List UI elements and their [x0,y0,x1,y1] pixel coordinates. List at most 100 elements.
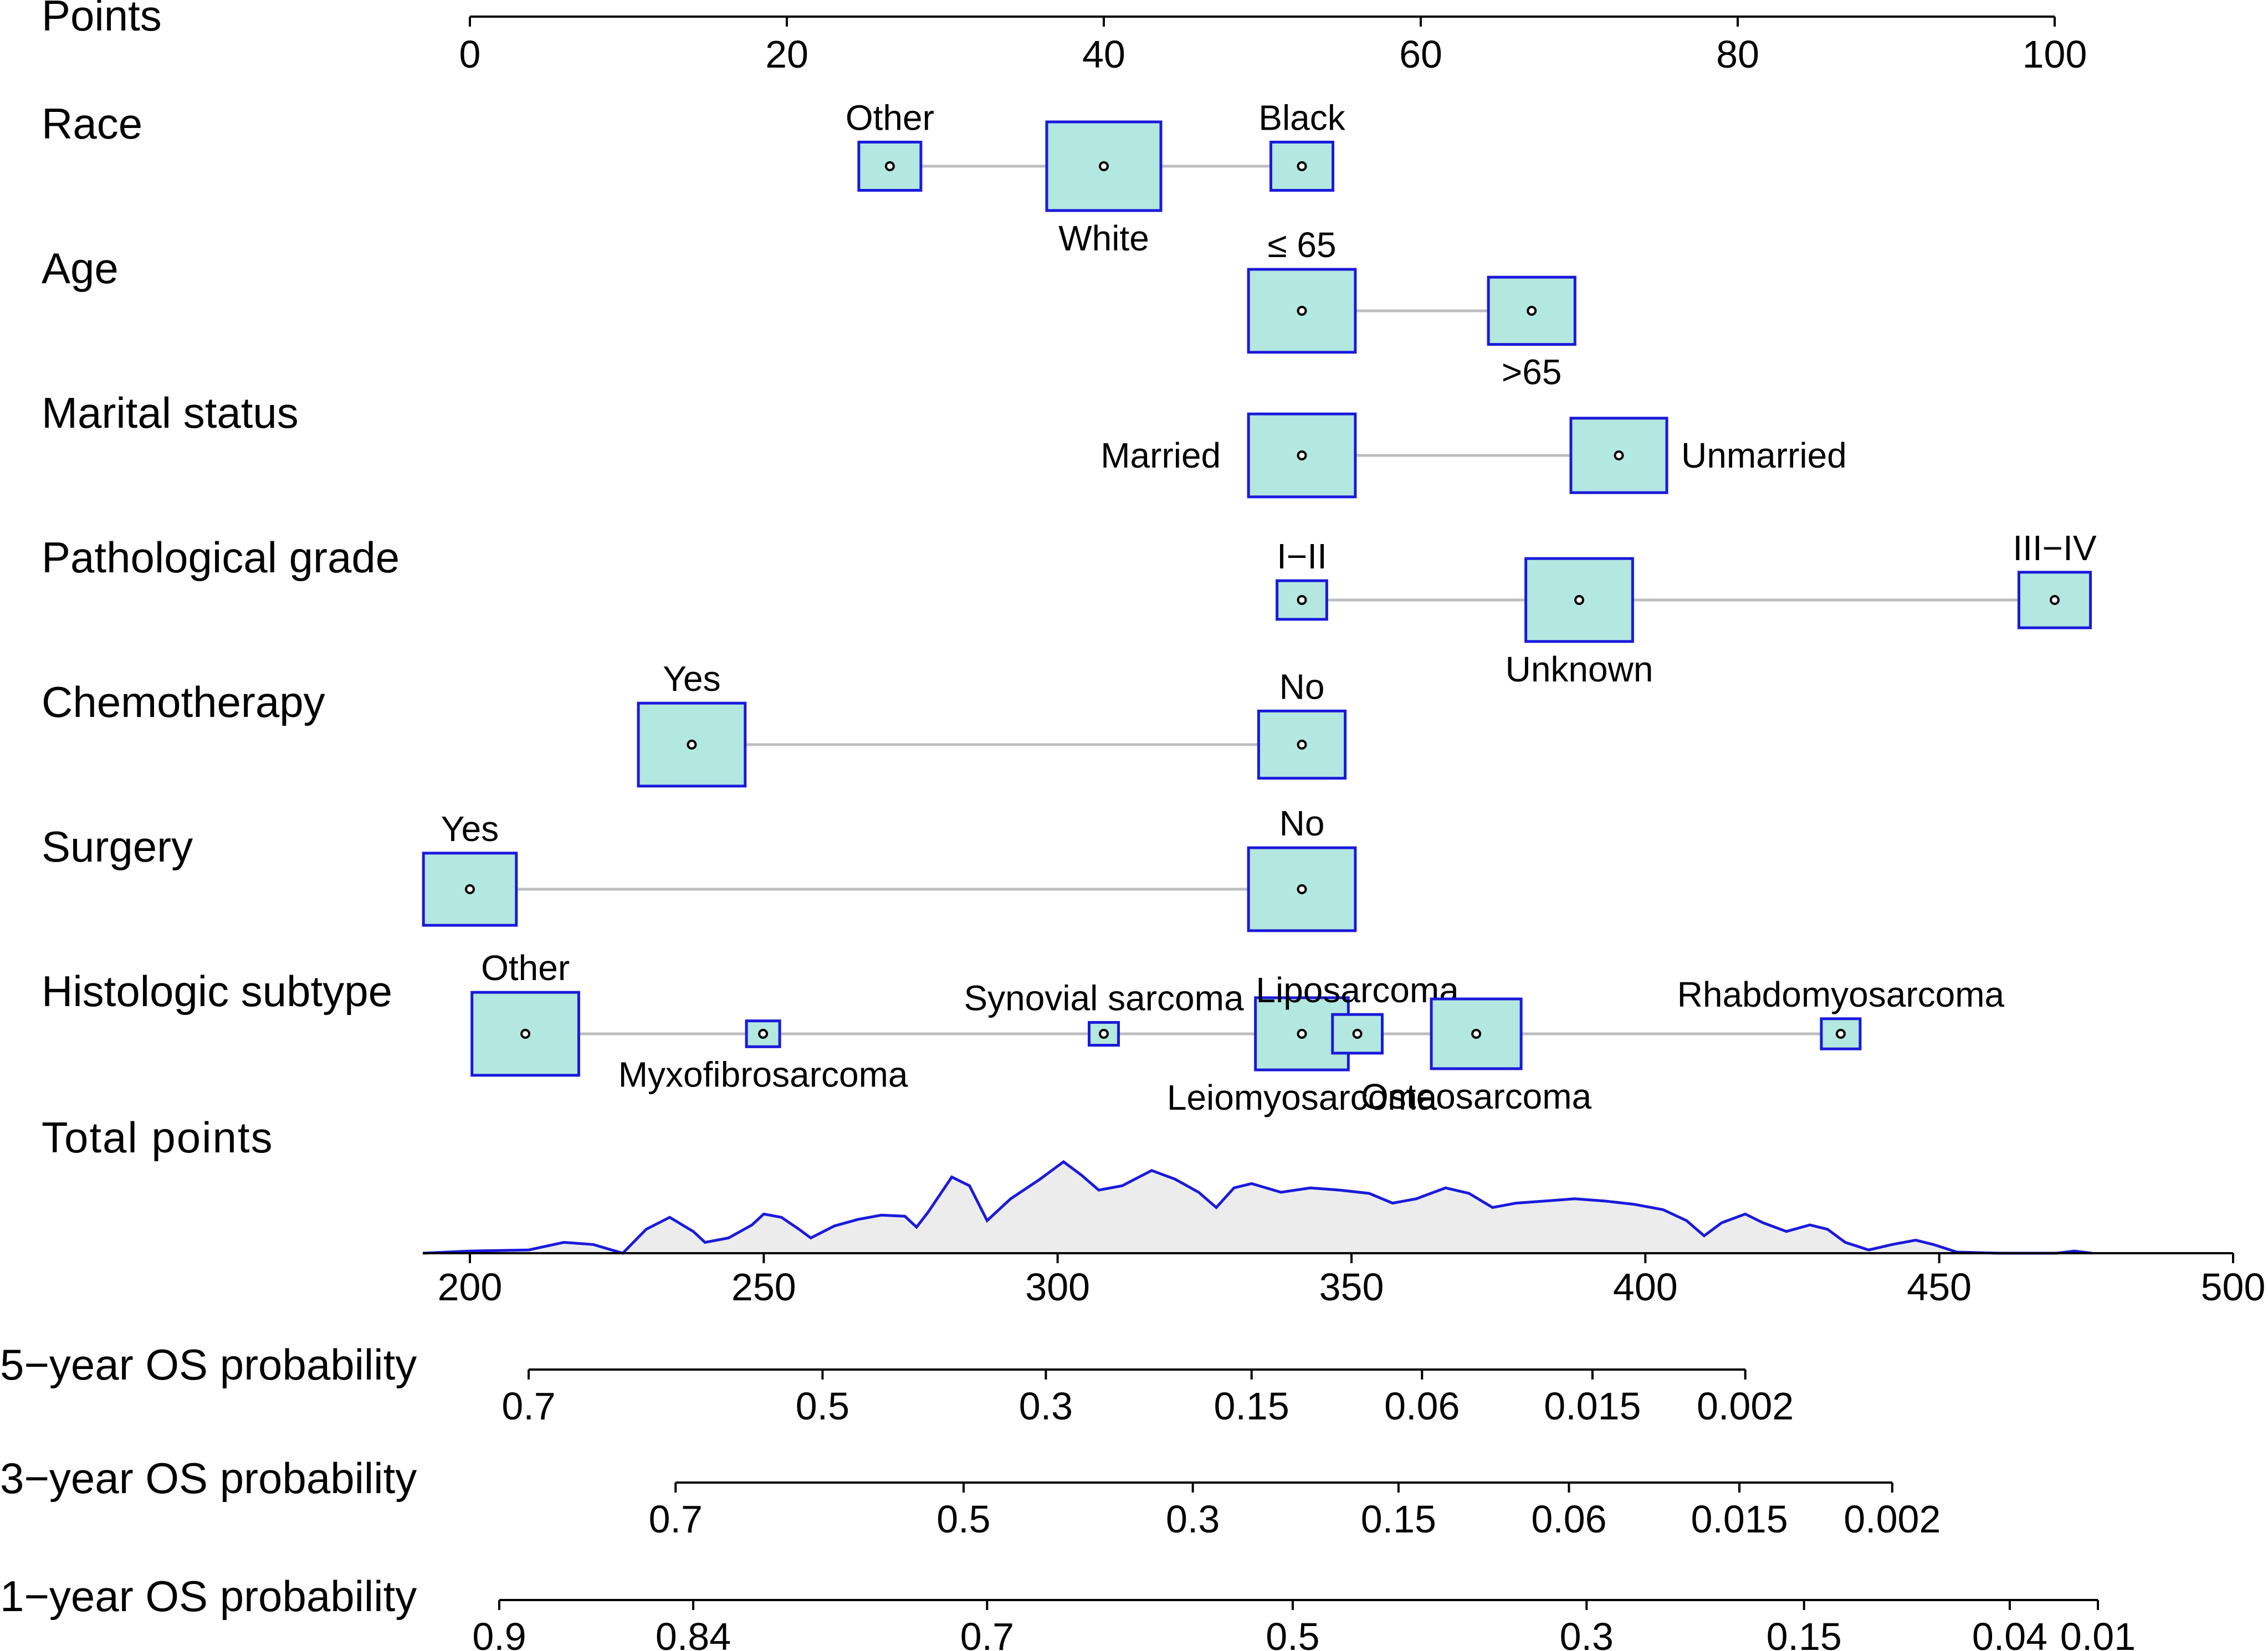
level-label-histologic-subtype-leiomyosarcoma: Leiomyosarcoma [1167,1078,1437,1117]
point-race-white [1099,161,1109,171]
row-age: Age ≤ 65 >65 [42,225,1576,392]
level-label-race-black: Black [1258,98,1346,137]
level-label-age-65: >65 [1502,352,1562,392]
prob-2-tick-label-2: 0.3 [1166,1498,1220,1541]
row-race: Race Other White Black [42,98,1346,258]
prob-3-tick-label-0: 0.9 [472,1615,526,1651]
point-race-black [1297,161,1307,171]
level-label-histologic-subtype-myxofibrosarcoma: Myxofibrosarcoma [618,1054,908,1094]
prob-1-label: 5−year OS probability [0,1340,417,1389]
prob-2-tick-label-0: 0.7 [649,1498,703,1541]
points-tick-label-100: 100 [2023,33,2087,76]
total-tick-label-200: 200 [438,1265,503,1309]
level-label-chemotherapy-no: No [1279,666,1325,706]
prob-1-tick-label-6: 0.002 [1697,1385,1794,1428]
level-label-race-white: White [1058,218,1149,258]
points-tick-label-20: 20 [765,33,808,76]
level-label-marital-status-unmarried: Unmarried [1681,435,1847,475]
prob-1-tick-label-2: 0.3 [1019,1385,1073,1428]
total-tick-label-500: 500 [2201,1265,2266,1309]
total-tick-label-300: 300 [1025,1265,1090,1309]
prob-3-axis-group: 1−year OS probability 0.9 0.84 0.7 0.5 0.3 0.1… [0,1572,2136,1651]
point-histologic-subtype-liposarcoma [1352,1029,1363,1039]
prob-2-tick-label-4: 0.06 [1531,1498,1606,1541]
row-label-surgery: Surgery [42,822,193,871]
point-pathological-grade-unknown [1574,595,1584,605]
points-tick-label-60: 60 [1399,33,1442,76]
total-tick-label-250: 250 [731,1265,796,1309]
prob-3-tick-label-2: 0.7 [960,1615,1014,1651]
row-label-race: Race [42,99,142,148]
prob-3-label: 1−year OS probability [0,1572,417,1621]
point-histologic-subtype-osteosarcoma [1471,1029,1482,1039]
point-histologic-subtype-other [520,1029,531,1039]
row-chemotherapy: Chemotherapy Yes No [42,659,1347,788]
point-race-other [884,161,895,171]
prob-2-tick-label-6: 0.002 [1844,1498,1941,1541]
prob-2-tick-label-5: 0.015 [1691,1498,1788,1541]
point-pathological-grade-iii-iv [2050,595,2060,605]
box-age-65 [1487,275,1576,346]
level-label-marital-status-married: Married [1100,435,1221,475]
total-tick-label-350: 350 [1319,1265,1384,1309]
points-tick-label-40: 40 [1082,33,1125,76]
prob-2-tick-label-1: 0.5 [936,1498,990,1541]
prob-3-tick-label-3: 0.5 [1266,1615,1319,1651]
point-histologic-subtype-synovial-sarcoma [1099,1029,1109,1039]
level-label-surgery-no: No [1279,803,1325,843]
row-label-pathological-grade: Pathological grade [42,533,400,582]
prob-3-tick-label-6: 0.04 [1972,1615,2047,1651]
row-label-marital-status: Marital status [42,388,299,437]
point-histologic-subtype-rhabdomyosarcoma [1835,1029,1846,1039]
row-marital-status: Marital status Married Unmarried [42,388,1847,499]
point-chemotherapy-yes [687,740,697,750]
level-label-histologic-subtype-liposarcoma: Liposarcoma [1256,970,1459,1010]
points-axis-label: Points [42,0,162,40]
point-marital-status-unmarried [1614,450,1624,460]
prob-2-axis-group: 3−year OS probability 0.7 0.5 0.3 0.15 0.06 0.… [0,1454,1941,1541]
prob-1-tick-label-3: 0.15 [1214,1385,1289,1428]
prob-3-tick-label-7: 0.01 [2060,1615,2136,1651]
total-points-group: Total points 200 250 300 350 400 450 500 [42,1113,2265,1309]
point-surgery-no [1297,884,1307,894]
total-points-label: Total points [42,1113,274,1162]
prob-1-tick-label-5: 0.015 [1544,1385,1641,1428]
point-marital-status-married [1297,450,1307,460]
point-histologic-subtype-leiomyosarcoma [1297,1029,1307,1039]
points-tick-label-0: 0 [459,33,481,76]
point-histologic-subtype-myxofibrosarcoma [758,1029,769,1039]
point-surgery-yes [465,884,475,894]
point-chemotherapy-no [1297,740,1307,750]
level-label-race-other: Other [846,98,934,137]
level-label-histologic-subtype-rhabdomyosarcoma: Rhabdomyosarcoma [1677,975,2005,1014]
point-age-65 [1527,306,1537,316]
level-label-surgery-yes: Yes [441,809,499,849]
total-tick-label-400: 400 [1613,1265,1678,1309]
prob-2-label: 3−year OS probability [0,1454,417,1503]
prob-1-tick-label-4: 0.06 [1384,1385,1460,1428]
level-label-histologic-subtype-synovial-sarcoma: Synovial sarcoma [964,978,1244,1018]
probability-axes-group: 5−year OS probability 0.7 0.5 0.3 0.15 0.06 0.… [0,1340,2136,1651]
row-label-histologic-subtype: Histologic subtype [42,967,392,1016]
density-curve [422,1160,2092,1255]
density-area [423,1162,2092,1253]
prob-2-tick-label-3: 0.15 [1361,1498,1436,1541]
box-histologic-subtype-myxofibrosarcoma [745,1019,781,1048]
level-label-pathological-grade-i-ii: I−II [1277,536,1327,576]
prob-1-tick-label-1: 0.5 [796,1385,849,1428]
level-label-histologic-subtype-other: Other [481,948,570,988]
prob-1-tick-label-0: 0.7 [501,1385,555,1428]
level-label-pathological-grade-iii-iv: III−IV [2013,528,2097,568]
prob-3-tick-label-4: 0.3 [1560,1615,1614,1651]
level-label-age-65: ≤ 65 [1267,225,1336,265]
point-pathological-grade-i-ii [1297,595,1307,605]
point-age-65 [1297,306,1307,316]
total-tick-label-450: 450 [1907,1265,1972,1309]
points-tick-label-80: 80 [1716,33,1759,76]
row-pathological-grade: Pathological grade I−II Unknown III−IV [42,528,2097,689]
level-label-histologic-subtype-osteosarcoma: Osteosarcoma [1361,1076,1592,1116]
row-surgery: Surgery Yes No [42,803,1357,932]
row-histologic-subtype: Histologic subtype Other Myxofibrosarcoma S… [42,948,2005,1117]
